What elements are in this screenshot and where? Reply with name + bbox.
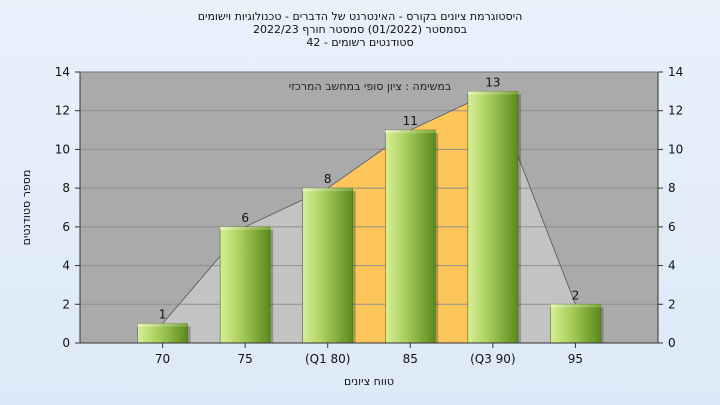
bar-cap	[220, 226, 271, 230]
y-tick-label-right: 0	[668, 336, 676, 350]
x-tick-label: 95	[568, 352, 583, 366]
bar	[467, 91, 519, 344]
x-tick-label: 70	[155, 352, 170, 366]
bar-cap	[467, 91, 518, 95]
chart-annotation: במשימה : ציון סופי במחשב המרכזי	[289, 80, 452, 93]
y-tick-label-right: 4	[668, 259, 676, 273]
y-tick-label-right: 12	[668, 104, 683, 118]
y-axis-label: מספר סטודנטים	[20, 170, 33, 246]
bar	[550, 303, 601, 344]
chart-titles: היסטוגרמת ציונים בקורס - האינטרנט של הדב…	[0, 10, 720, 49]
bar-value-label: 8	[324, 172, 332, 186]
chart-title-line-1: היסטוגרמת ציונים בקורס - האינטרנט של הדב…	[197, 10, 523, 23]
bar-value-label: 13	[485, 75, 500, 89]
y-tick-label-left: 0	[62, 336, 70, 350]
bar-value-label: 2	[572, 288, 580, 302]
y-tick-label-right: 8	[668, 181, 676, 195]
x-tick-label: 75	[238, 352, 253, 366]
y-tick-label-left: 2	[62, 297, 70, 311]
y-tick-label-left: 4	[62, 259, 70, 273]
y-tick-label-right: 6	[668, 220, 676, 234]
y-tick-label-left: 12	[55, 104, 70, 118]
bar-cap	[302, 188, 353, 192]
chart-title-line-2: בסמסטר (01/2022) סמסטר חורף 2022/23	[253, 23, 467, 36]
bar-value-label: 1	[159, 308, 167, 322]
bar	[384, 129, 436, 344]
y-tick-label-left: 14	[55, 65, 70, 79]
y-tick-label-left: 6	[62, 220, 70, 234]
x-tick-label: (Q3 90)	[470, 352, 516, 366]
y-tick-label-right: 10	[668, 142, 683, 156]
y-tick-label-left: 10	[55, 142, 70, 156]
bar-cap	[550, 304, 601, 308]
x-axis-label: טווח ציונים	[344, 375, 394, 388]
bar-cap	[385, 130, 436, 134]
x-tick-label: (Q1 80)	[305, 352, 351, 366]
chart-title-line-3: סטודנטים רשומים - 42	[306, 36, 414, 49]
bar	[302, 187, 354, 344]
y-tick-label-right: 14	[668, 65, 683, 79]
x-tick-label: 85	[403, 352, 418, 366]
bar	[219, 226, 271, 344]
bar-cap	[137, 323, 188, 327]
bar-value-label: 11	[403, 114, 418, 128]
bar-value-label: 6	[241, 211, 249, 225]
y-tick-label-left: 8	[62, 181, 70, 195]
y-tick-label-right: 2	[668, 297, 676, 311]
